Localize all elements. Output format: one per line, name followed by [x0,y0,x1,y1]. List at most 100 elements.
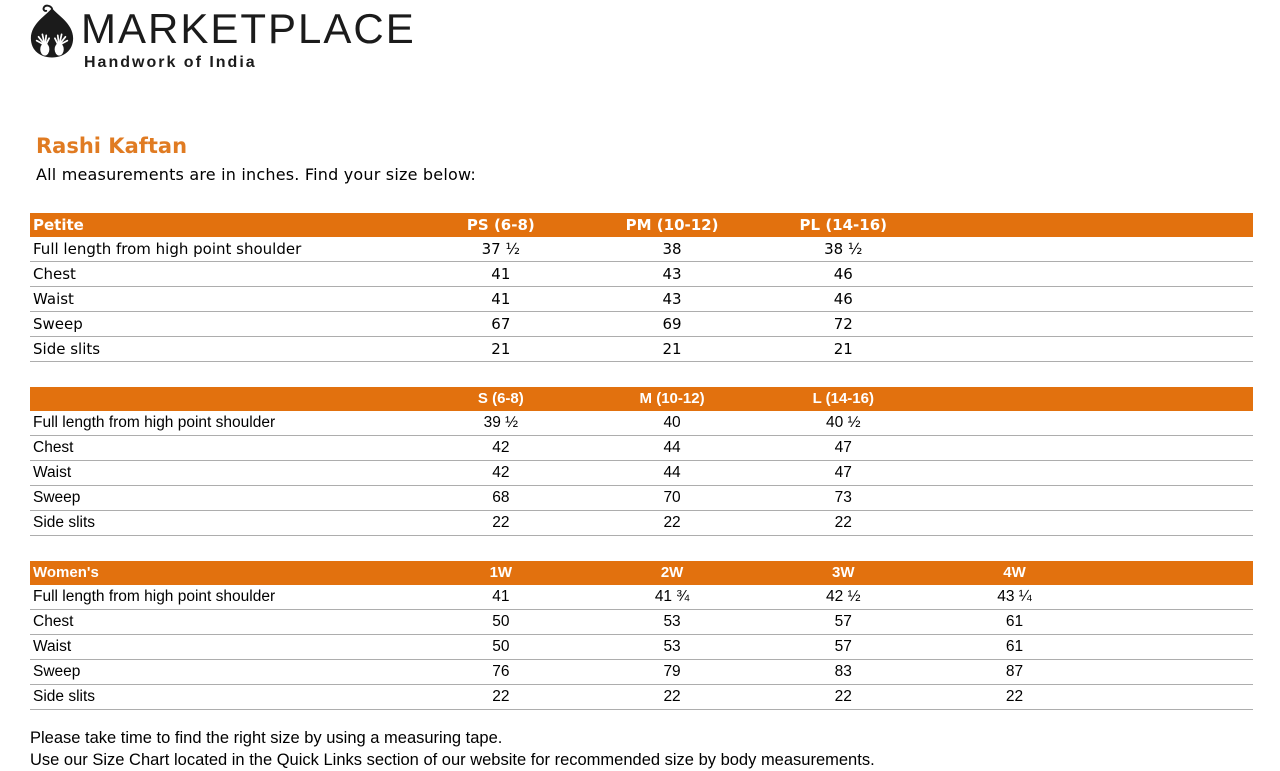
size-column-header: M (10-12) [586,387,758,411]
sizing-instruction-line-1: Please take time to find the right size … [30,729,503,747]
measurements-note: All measurements are in inches. Find you… [36,165,476,184]
row-filler [928,286,1253,312]
measurement-label: Side slits [30,336,416,362]
size-column-header: S (6-8) [415,387,587,411]
row-filler [928,435,1253,461]
row-filler [1100,684,1253,710]
row-filler [1100,634,1253,660]
measurement-value: 68 [415,485,587,511]
measurement-value: 47 [757,435,929,461]
measurement-label: Sweep [30,485,416,511]
measurement-value: 46 [757,286,929,312]
size-column-header: L (14-16) [757,387,929,411]
measurement-value: 42 ½ [757,585,929,610]
measurement-value: 53 [586,634,758,660]
measurement-value: 50 [415,609,587,635]
measurement-value: 46 [757,261,929,287]
measurement-value: 57 [757,634,929,660]
measurement-value: 41 [415,286,587,312]
brand-text-block: MARKETPLACE Handwork of India [81,4,416,72]
measurement-value: 42 [415,460,587,486]
size-column-header: 4W [928,561,1101,585]
petite-size-table: Petite PS (6-8) PM (10-12) PL (14-16) Full l… [30,213,1253,362]
marketplace-leaf-hands-logo-icon [28,4,76,60]
row-filler [1100,659,1253,685]
row-filler [1100,609,1253,635]
measurement-value: 72 [757,311,929,337]
sizing-instructions: Please take time to find the right size … [30,727,1253,771]
brand-header: MARKETPLACE Handwork of India [0,0,1280,72]
measurement-value: 79 [586,659,758,685]
measurement-label: Waist [30,460,416,486]
womens-size-table: Women's 1W 2W 3W 4W Full length from high poi… [30,561,1253,710]
table-row: Sweep 67 69 72 [30,311,1253,337]
size-column-header: PS (6-8) [415,213,587,237]
measurement-label: Chest [30,609,416,635]
row-filler [928,510,1253,536]
row-filler [928,460,1253,486]
measurement-value: 40 [586,411,758,436]
measurement-value: 41 ¾ [586,585,758,610]
header-filler [1100,561,1253,585]
row-filler [1100,585,1253,610]
table-row: Full length from high point shoulder 37 ½… [30,237,1253,262]
table-row: Chest 41 43 46 [30,261,1253,287]
product-title: Rashi Kaftan [36,134,188,158]
measurement-value: 21 [757,336,929,362]
size-chart-content: Rashi Kaftan All measurements are in inc… [30,134,1253,771]
measurement-label: Sweep [30,311,416,337]
table-row: Waist 42 44 47 [30,460,1253,486]
table-row: Chest 42 44 47 [30,435,1253,461]
table-group-title: Women's [30,561,416,585]
measurement-value: 67 [415,311,587,337]
measurement-value: 87 [928,659,1101,685]
measurement-value: 22 [415,510,587,536]
table-group-title: Petite [30,213,416,237]
measurement-value: 22 [757,510,929,536]
measurement-value: 37 ½ [415,237,587,262]
table-row: Waist 41 43 46 [30,286,1253,312]
header-row: Women's 1W 2W 3W 4W [30,561,1253,585]
measurement-label: Full length from high point shoulder [30,585,416,610]
table-row: Side slits 22 22 22 22 [30,684,1253,710]
measurement-value: 21 [415,336,587,362]
measurement-value: 50 [415,634,587,660]
size-column-header: 1W [415,561,587,585]
measurement-value: 41 [415,585,587,610]
measurement-value: 22 [415,684,587,710]
measurement-value: 83 [757,659,929,685]
measurement-label: Waist [30,634,416,660]
row-filler [928,311,1253,337]
measurement-value: 57 [757,609,929,635]
measurement-value: 44 [586,460,758,486]
table-row: Side slits 21 21 21 [30,336,1253,362]
sizing-instruction-line-2: Use our Size Chart located in the Quick … [30,751,875,769]
size-column-header: 3W [757,561,929,585]
table-group-title [30,387,416,411]
row-filler [928,485,1253,511]
table-row: Chest 50 53 57 61 [30,609,1253,635]
size-column-header: PL (14-16) [757,213,929,237]
table-row: Sweep 76 79 83 87 [30,659,1253,685]
measurement-value: 38 ½ [757,237,929,262]
measurement-label: Chest [30,261,416,287]
measurement-value: 22 [757,684,929,710]
measurement-value: 69 [586,311,758,337]
brand-name: MARKETPLACE [81,5,416,52]
measurement-value: 53 [586,609,758,635]
measurement-label: Full length from high point shoulder [30,411,416,436]
header-row: Petite PS (6-8) PM (10-12) PL (14-16) [30,213,1253,237]
measurement-label: Waist [30,286,416,312]
measurement-label: Side slits [30,510,416,536]
header-filler [928,387,1253,411]
table-row: Waist 50 53 57 61 [30,634,1253,660]
measurement-value: 47 [757,460,929,486]
measurement-value: 22 [928,684,1101,710]
header-row: S (6-8) M (10-12) L (14-16) [30,387,1253,411]
row-filler [928,261,1253,287]
measurement-value: 43 [586,286,758,312]
measurement-value: 40 ½ [757,411,929,436]
table-row: Full length from high point shoulder 41 41… [30,585,1253,610]
table-row: Side slits 22 22 22 [30,510,1253,536]
measurement-value: 61 [928,634,1101,660]
